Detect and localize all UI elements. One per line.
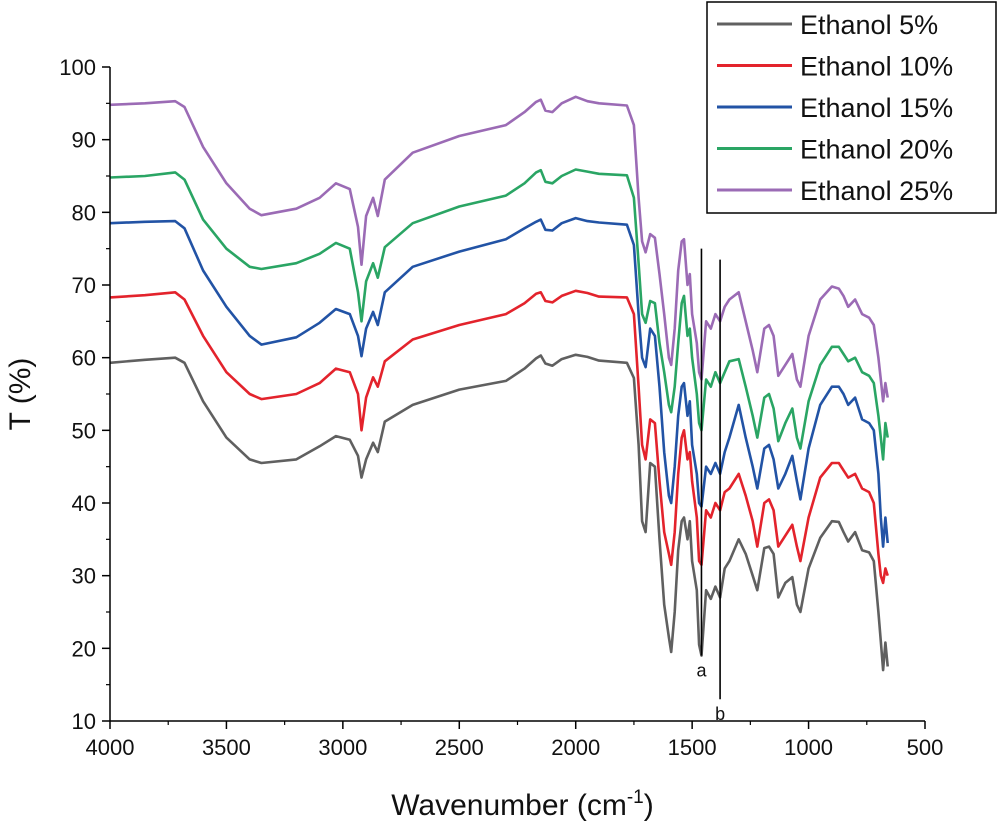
legend-label-5: Ethanol 25% xyxy=(800,176,953,206)
y-tick-label: 60 xyxy=(72,346,96,371)
series-line-2 xyxy=(109,289,889,585)
y-tick-label: 70 xyxy=(72,273,96,298)
legend: Ethanol 5% Ethanol 10% Ethanol 15% Ethanol … xyxy=(706,1,997,214)
legend-label-4: Ethanol 20% xyxy=(800,135,953,165)
x-tick-label: 2500 xyxy=(435,735,484,760)
x-tick-label: 2000 xyxy=(551,735,600,760)
legend-label-1: Ethanol 5% xyxy=(800,10,938,40)
axes: 4000 3500 3000 2500 2000 1500 1000 500 10 20 30 40… xyxy=(59,55,943,760)
x-tick-label: 500 xyxy=(907,735,944,760)
plot-area xyxy=(109,95,889,672)
y-tick-label: 100 xyxy=(59,55,96,80)
x-axis-title-suffix: ) xyxy=(644,789,654,822)
legend-label-3: Ethanol 15% xyxy=(800,93,953,123)
marker-label-b: b xyxy=(715,704,725,724)
series-line-3 xyxy=(109,216,889,548)
series-line-5 xyxy=(109,95,889,403)
legend-label-2: Ethanol 10% xyxy=(800,52,953,82)
y-tick-label: 40 xyxy=(72,491,96,516)
x-axis-title-text: Wavenumber (cm xyxy=(391,789,627,822)
x-axis-title-superscript: -1 xyxy=(627,787,644,808)
y-axis-ticks: 10 20 30 40 50 60 70 80 90 100 xyxy=(59,55,110,734)
y-tick-label: 90 xyxy=(72,128,96,153)
y-axis-title: T (%) xyxy=(4,358,37,431)
series-line-1 xyxy=(109,353,889,672)
y-tick-label: 50 xyxy=(72,418,96,443)
y-tick-label: 10 xyxy=(72,709,96,734)
marker-label-a: a xyxy=(696,661,707,681)
x-tick-label: 4000 xyxy=(86,735,135,760)
x-tick-label: 3500 xyxy=(202,735,251,760)
y-tick-label: 20 xyxy=(72,636,96,661)
x-tick-label: 3000 xyxy=(318,735,367,760)
x-tick-label: 1000 xyxy=(784,735,833,760)
series-line-4 xyxy=(109,168,889,461)
y-tick-label: 80 xyxy=(72,200,96,225)
x-axis-title: Wavenumber (cm-1) xyxy=(391,787,654,822)
x-axis-ticks: 4000 3500 3000 2500 2000 1500 1000 500 xyxy=(86,721,944,760)
x-tick-label: 1500 xyxy=(668,735,717,760)
y-tick-label: 30 xyxy=(72,564,96,589)
vertical-markers: ab xyxy=(696,248,725,724)
